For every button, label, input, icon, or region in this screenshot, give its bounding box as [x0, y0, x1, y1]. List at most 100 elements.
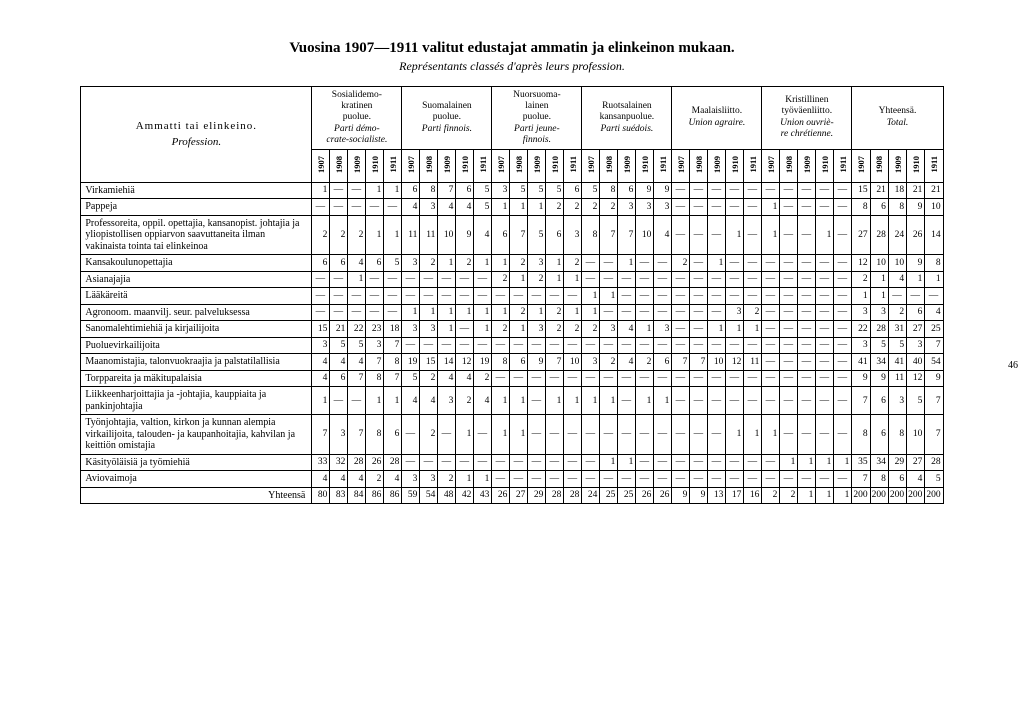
cell: —	[528, 387, 546, 415]
cell: —	[780, 321, 798, 338]
cell: 7	[546, 354, 564, 371]
cell: —	[618, 271, 636, 288]
cell: 6	[618, 182, 636, 199]
cell: —	[636, 288, 654, 305]
cell: 5	[474, 199, 492, 216]
cell: 12	[852, 255, 870, 272]
cell: 2	[582, 199, 600, 216]
cell: 12	[907, 370, 925, 387]
cell: —	[438, 337, 456, 354]
cell: —	[582, 255, 600, 272]
total-cell: 26	[636, 487, 654, 504]
cell: 7	[690, 354, 708, 371]
cell: 3	[618, 199, 636, 216]
cell: 25	[925, 321, 943, 338]
cell: 1	[312, 182, 330, 199]
cell: —	[816, 387, 834, 415]
total-cell: 28	[546, 487, 564, 504]
cell: —	[690, 387, 708, 415]
cell: 2	[546, 321, 564, 338]
cell: —	[618, 288, 636, 305]
cell: —	[474, 454, 492, 471]
total-cell: 86	[366, 487, 384, 504]
cell: 27	[852, 215, 870, 255]
cell: 4	[456, 370, 474, 387]
cell: 5	[546, 182, 564, 199]
year-header: 1909	[708, 149, 726, 182]
cell: —	[762, 321, 780, 338]
cell: 9	[852, 370, 870, 387]
cell: —	[816, 354, 834, 371]
cell: —	[492, 337, 510, 354]
cell: 4	[618, 321, 636, 338]
cell: —	[816, 288, 834, 305]
cell: —	[546, 415, 564, 455]
cell: 2	[330, 215, 348, 255]
main-table: Ammatti tai elinkeino.Profession.Sosiali…	[80, 86, 943, 504]
cell: 3	[438, 387, 456, 415]
cell: 1	[510, 271, 528, 288]
cell: —	[366, 199, 384, 216]
cell: 31	[888, 321, 906, 338]
cell: 12	[726, 354, 744, 371]
cell: 2	[582, 321, 600, 338]
total-cell: 24	[582, 487, 600, 504]
cell: —	[744, 471, 762, 488]
cell: —	[762, 471, 780, 488]
cell: —	[762, 354, 780, 371]
cell: 34	[870, 354, 888, 371]
cell: —	[798, 215, 816, 255]
cell: 11	[888, 370, 906, 387]
cell: 4	[402, 199, 420, 216]
cell: 22	[852, 321, 870, 338]
cell: —	[546, 337, 564, 354]
total-cell: 80	[312, 487, 330, 504]
cell: 10	[907, 415, 925, 455]
cell: —	[672, 454, 690, 471]
cell: 1	[438, 255, 456, 272]
cell: 1	[816, 454, 834, 471]
cell: 1	[474, 304, 492, 321]
cell: 9	[528, 354, 546, 371]
cell: —	[654, 304, 672, 321]
cell: —	[600, 271, 618, 288]
cell: 4	[384, 471, 402, 488]
cell: 8	[384, 354, 402, 371]
cell: 6	[907, 304, 925, 321]
cell: —	[654, 255, 672, 272]
cell: —	[762, 288, 780, 305]
cell: —	[726, 454, 744, 471]
cell: —	[528, 370, 546, 387]
cell: —	[762, 304, 780, 321]
cell: 8	[852, 199, 870, 216]
cell: 2	[744, 304, 762, 321]
year-header: 1908	[780, 149, 798, 182]
year-header: 1908	[690, 149, 708, 182]
cell: 1	[474, 471, 492, 488]
cell: 3	[654, 199, 672, 216]
cell: 1	[762, 215, 780, 255]
cell: 9	[907, 255, 925, 272]
cell: 4	[402, 387, 420, 415]
cell: —	[366, 288, 384, 305]
cell: —	[834, 288, 852, 305]
cell: 7	[600, 215, 618, 255]
cell: —	[708, 288, 726, 305]
cell: —	[816, 199, 834, 216]
cell: 3	[852, 304, 870, 321]
cell: 6	[564, 182, 582, 199]
cell: 4	[474, 215, 492, 255]
cell: 9	[654, 182, 672, 199]
year-header: 1910	[907, 149, 925, 182]
cell: —	[780, 370, 798, 387]
cell: 1	[816, 215, 834, 255]
cell: —	[672, 321, 690, 338]
cell: 1	[456, 415, 474, 455]
cell: —	[690, 304, 708, 321]
cell: 2	[348, 215, 366, 255]
cell: 10	[438, 215, 456, 255]
cell: 23	[366, 321, 384, 338]
cell: 2	[492, 271, 510, 288]
cell: 2	[636, 354, 654, 371]
cell: —	[925, 288, 943, 305]
